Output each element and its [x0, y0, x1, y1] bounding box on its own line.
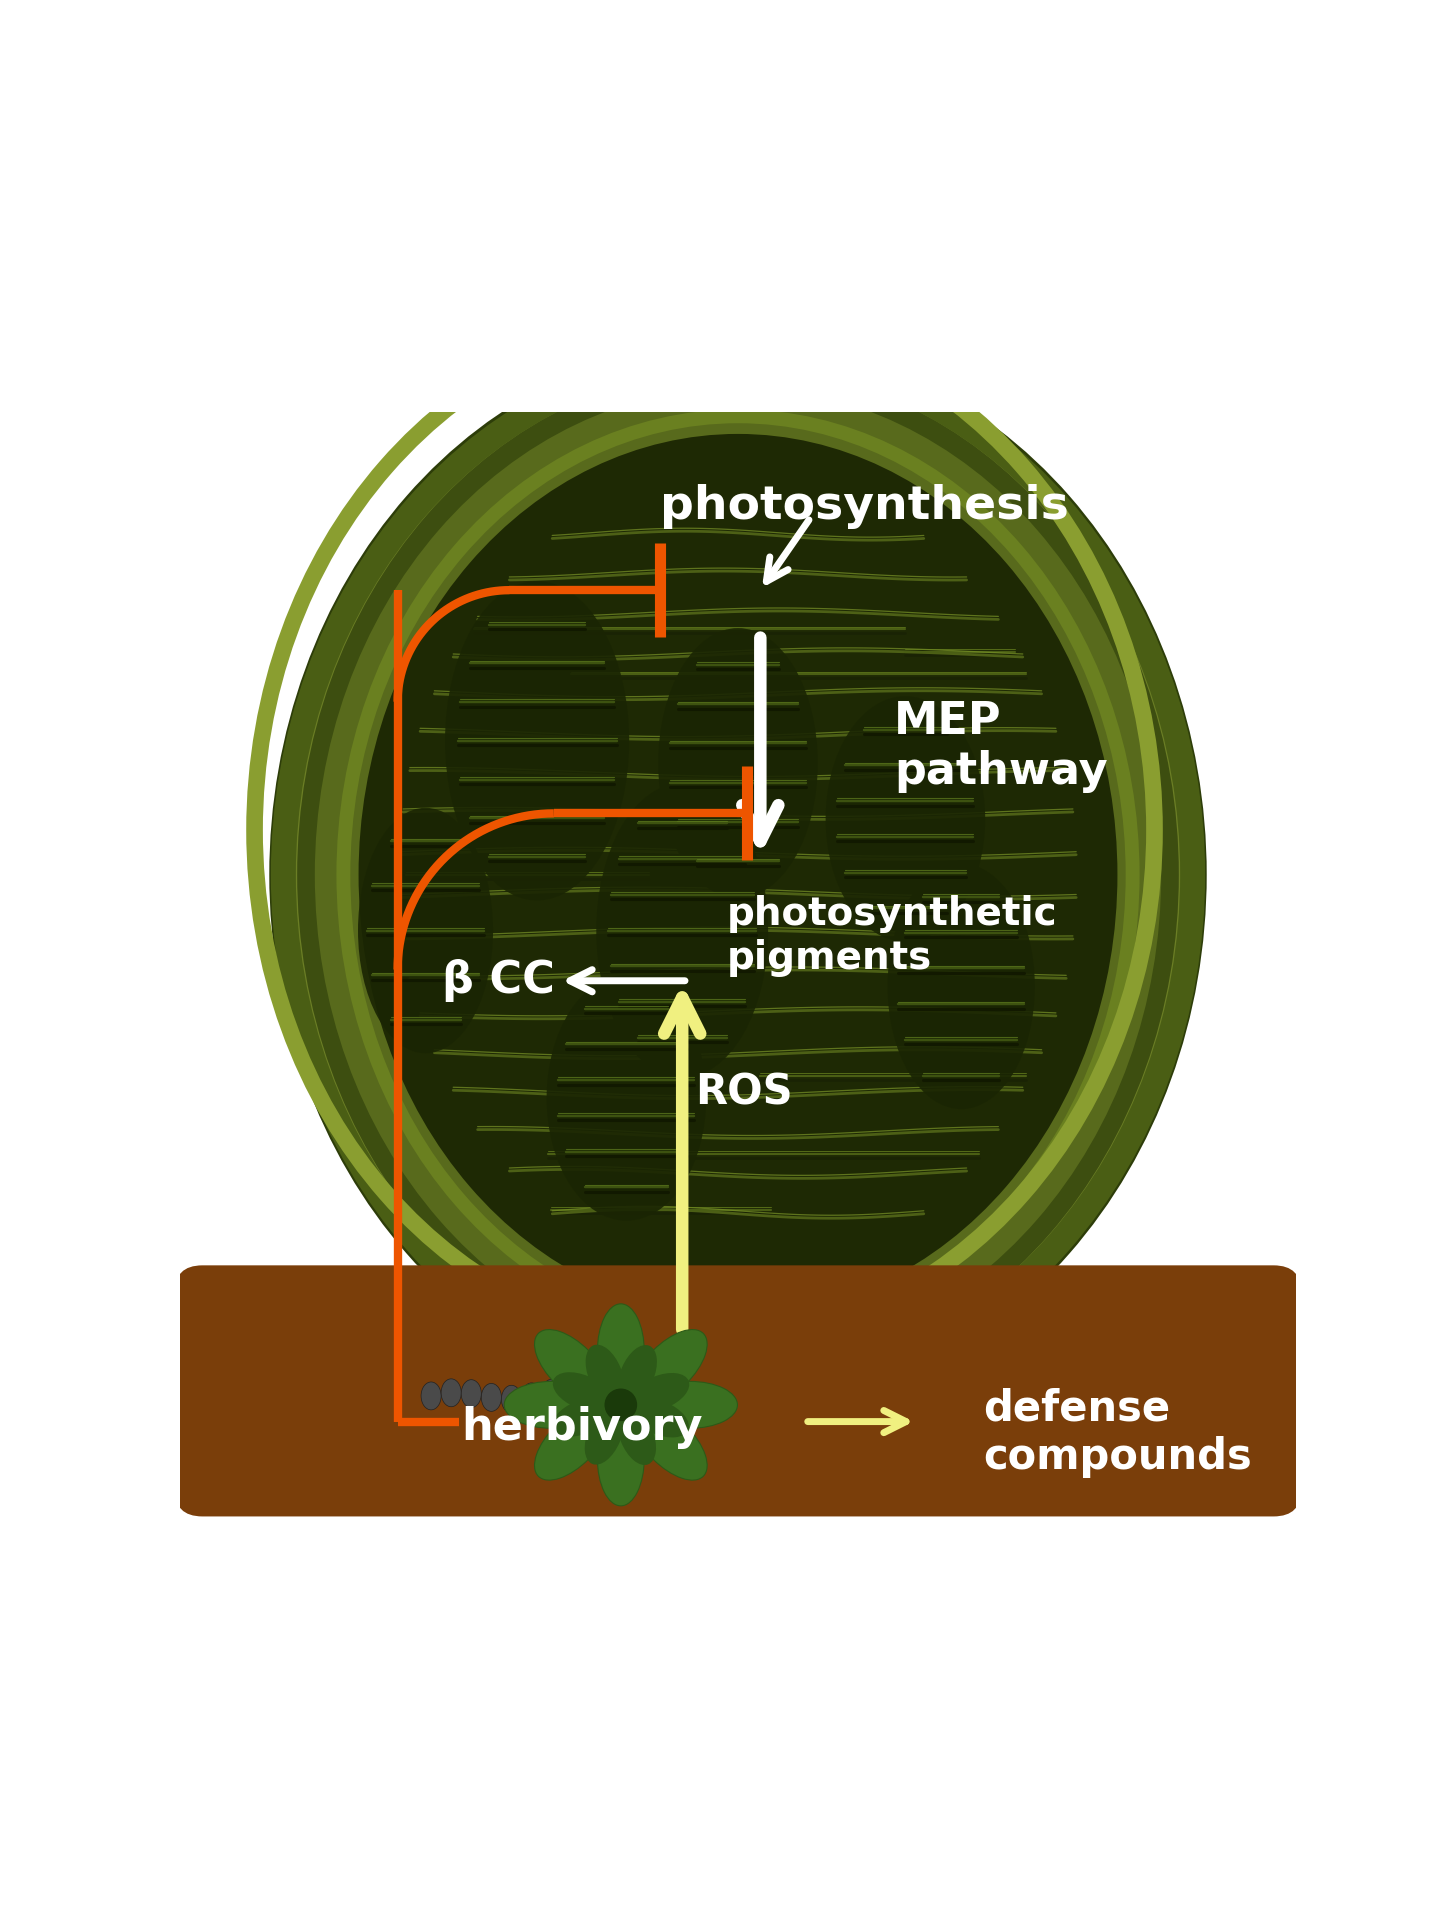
Ellipse shape — [547, 975, 706, 1221]
Ellipse shape — [521, 1382, 541, 1411]
Ellipse shape — [598, 1304, 644, 1398]
Ellipse shape — [825, 697, 985, 941]
Ellipse shape — [586, 1344, 625, 1404]
Text: MEP
pathway: MEP pathway — [894, 701, 1107, 793]
Ellipse shape — [534, 1329, 609, 1404]
Ellipse shape — [632, 1329, 707, 1404]
Ellipse shape — [559, 1380, 585, 1411]
Ellipse shape — [658, 628, 818, 899]
Ellipse shape — [553, 1398, 611, 1436]
Ellipse shape — [297, 367, 1179, 1382]
Ellipse shape — [359, 808, 492, 1054]
Ellipse shape — [359, 434, 1117, 1315]
Ellipse shape — [481, 1384, 501, 1411]
Ellipse shape — [445, 582, 629, 900]
Ellipse shape — [420, 1382, 441, 1409]
Ellipse shape — [504, 1380, 599, 1428]
Text: photosynthesis: photosynthesis — [660, 484, 1068, 530]
Ellipse shape — [596, 783, 768, 1077]
Circle shape — [605, 1390, 636, 1421]
Ellipse shape — [631, 1373, 690, 1411]
Ellipse shape — [598, 1411, 644, 1505]
Text: β CC: β CC — [442, 960, 556, 1002]
Ellipse shape — [585, 1407, 624, 1465]
Ellipse shape — [501, 1386, 521, 1413]
Ellipse shape — [618, 1407, 657, 1465]
FancyBboxPatch shape — [174, 1265, 1302, 1517]
Ellipse shape — [441, 1379, 461, 1407]
Ellipse shape — [541, 1379, 562, 1407]
Ellipse shape — [534, 1405, 609, 1480]
Ellipse shape — [269, 340, 1207, 1411]
Ellipse shape — [631, 1398, 688, 1438]
Ellipse shape — [461, 1380, 481, 1407]
Ellipse shape — [553, 1373, 611, 1411]
Ellipse shape — [642, 1380, 737, 1428]
Ellipse shape — [288, 361, 1188, 1388]
Text: photosynthetic
pigments: photosynthetic pigments — [727, 895, 1057, 977]
Ellipse shape — [618, 1346, 657, 1404]
Ellipse shape — [315, 388, 1161, 1361]
Ellipse shape — [887, 864, 1035, 1110]
Text: defense
compounds: defense compounds — [984, 1388, 1253, 1478]
Text: ROS: ROS — [696, 1071, 793, 1114]
Text: herbivory: herbivory — [461, 1405, 703, 1450]
Ellipse shape — [632, 1405, 707, 1480]
